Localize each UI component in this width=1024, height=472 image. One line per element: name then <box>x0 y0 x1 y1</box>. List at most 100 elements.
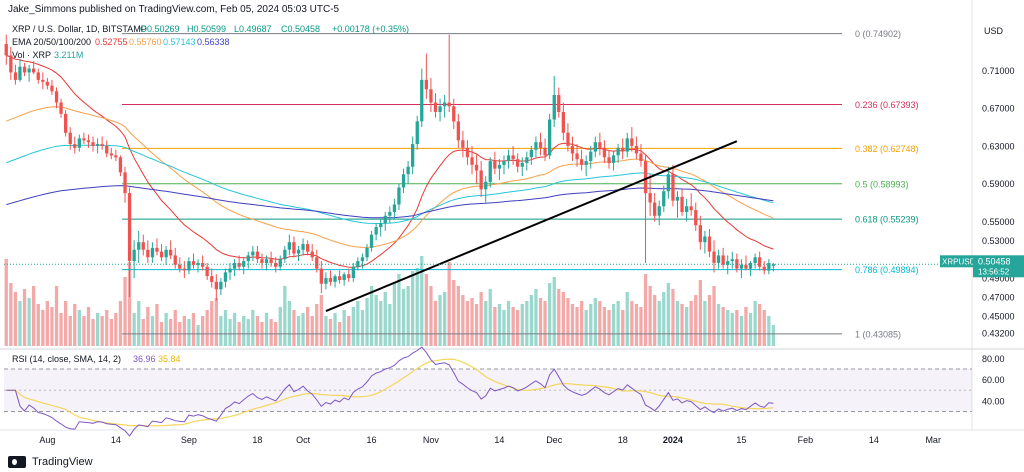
volume-bar <box>109 319 113 346</box>
candle-body <box>232 263 237 269</box>
volume-bar <box>721 307 725 346</box>
price-tick-label: 0.45000 <box>982 311 1015 321</box>
candle-body <box>758 257 762 267</box>
volume-bar <box>525 301 529 346</box>
volume-bar <box>452 280 456 346</box>
volume-bar <box>739 316 744 346</box>
volume-bar <box>575 307 579 346</box>
candle-body <box>589 151 593 161</box>
candle-body <box>13 72 18 80</box>
candle-body <box>703 236 707 243</box>
candle-body <box>118 157 123 173</box>
candle-body <box>18 66 22 80</box>
candle-body <box>557 95 561 112</box>
rsi-sma-line <box>6 358 774 427</box>
time-tick-label: 14 <box>494 435 504 445</box>
ema-value: 0.57143 <box>163 37 196 47</box>
volume-bar <box>173 310 177 346</box>
last-price-value: 0.50458 <box>978 256 1011 266</box>
rsi-sma-value: 35.84 <box>158 354 181 364</box>
candle-body <box>59 102 63 114</box>
ohlc-value: L0.49687 <box>234 24 272 34</box>
candle-body <box>155 247 159 252</box>
time-tick-label: 14 <box>111 435 121 445</box>
volume-bar <box>360 310 365 346</box>
volume-bar <box>356 301 360 346</box>
candle-body <box>748 263 753 269</box>
candle-body <box>164 249 168 258</box>
candle-body <box>365 247 369 258</box>
candle-body <box>648 193 652 203</box>
candle-body <box>264 259 269 263</box>
time-tick-label: 16 <box>367 435 377 445</box>
volume-bar <box>246 319 250 346</box>
volume-bar <box>127 262 132 346</box>
candle-body <box>223 272 228 282</box>
ohlc-value: O0.50269 <box>140 24 180 34</box>
volume-bar <box>18 301 22 346</box>
volume-bar <box>278 307 282 346</box>
candle-body <box>497 164 502 169</box>
candle-body <box>32 68 36 73</box>
candle-body <box>150 247 155 258</box>
volume-bar <box>146 307 150 346</box>
volume-bar <box>328 319 333 346</box>
volume-bar <box>748 313 753 346</box>
candle-body <box>342 274 346 280</box>
candle-body <box>237 263 241 267</box>
rsi-value: 36.96 <box>133 354 156 364</box>
candle-body <box>739 264 744 269</box>
volume-bar <box>105 310 109 346</box>
time-tick-label: Oct <box>296 435 311 445</box>
volume-bar <box>324 316 328 346</box>
candle-body <box>502 161 506 165</box>
volume-bar <box>141 319 145 346</box>
time-tick-label: Feb <box>798 435 814 445</box>
price-tick-label: 0.43200 <box>982 328 1015 338</box>
candle-body <box>616 147 620 156</box>
candle-body <box>771 264 775 266</box>
candle-body <box>474 164 479 171</box>
candle-body <box>246 255 250 262</box>
volume-bar <box>86 307 91 346</box>
volume-bar <box>479 292 483 346</box>
candle-body <box>73 144 77 148</box>
candle-body <box>242 261 246 267</box>
volume-bar <box>424 274 428 346</box>
candle-body <box>379 223 383 228</box>
candle-body <box>41 79 45 82</box>
volume-bar <box>306 307 310 346</box>
volume-bar <box>685 307 689 346</box>
candle-body <box>611 155 616 163</box>
volume-bar <box>287 301 291 346</box>
candle-body <box>127 193 132 261</box>
volume-bar <box>689 301 693 346</box>
candle-body <box>392 204 397 212</box>
volume-bar <box>100 316 104 346</box>
volume-bar <box>712 286 716 346</box>
volume-bar <box>388 304 392 346</box>
candle-body <box>584 161 588 165</box>
volume-bar <box>379 301 383 346</box>
candle-body <box>671 174 675 201</box>
candle-body <box>260 259 264 263</box>
volume-bar <box>758 304 762 346</box>
volume-bar <box>511 307 515 346</box>
volume-bar <box>228 319 232 346</box>
volume-bar <box>456 286 460 346</box>
candle-body <box>744 264 748 269</box>
candle-body <box>338 276 342 280</box>
fib-level-label: 0.618 (0.55239) <box>855 215 919 225</box>
time-tick-label: Dec <box>546 435 563 445</box>
volume-bar <box>214 298 218 346</box>
tradingview-footer[interactable]: TradingView <box>8 456 93 468</box>
volume-bar <box>648 286 652 346</box>
candle-body <box>100 144 104 146</box>
candle-body <box>716 255 721 263</box>
symbol-tag: XRPUSD <box>942 257 976 266</box>
volume-bar <box>292 310 296 346</box>
candle-body <box>707 236 712 252</box>
volume-bar <box>529 295 533 346</box>
candle-body <box>465 147 470 158</box>
